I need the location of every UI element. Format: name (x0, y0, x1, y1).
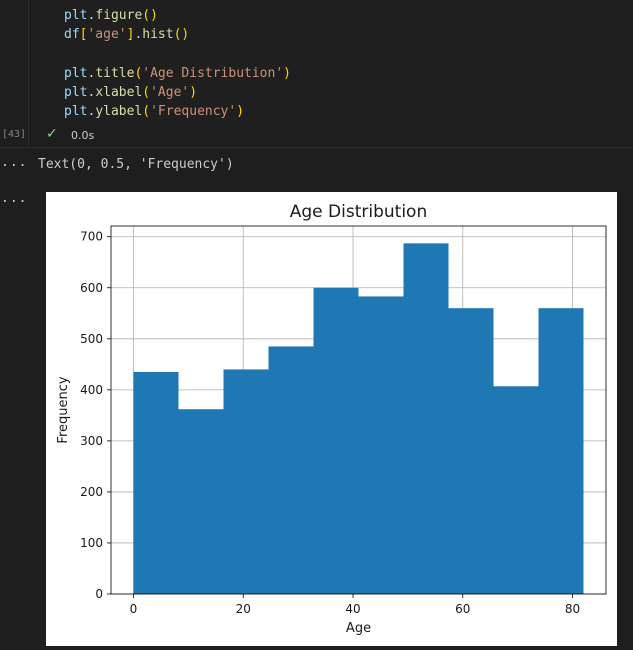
histogram-bar (313, 287, 359, 594)
code-token: ) (189, 85, 198, 100)
cell-gutter (28, 0, 29, 147)
code-token: () (173, 27, 190, 42)
plot-output: 0 20 40 60 80 0 100 200 300 400 500 600 700 Age Dist… (46, 192, 617, 646)
y-tick-label: 300 (80, 434, 103, 448)
y-tick-label: 400 (80, 383, 103, 397)
y-axis-label: Frequency (56, 376, 71, 443)
y-tick-label: 500 (80, 332, 103, 346)
code-token: 'age' (87, 27, 127, 42)
histogram-bar (133, 371, 179, 594)
code-token: () (142, 8, 158, 23)
histogram-bar (268, 346, 314, 594)
code-token: . (134, 27, 143, 42)
execution-time: 0.0s (71, 129, 95, 142)
code-token: . (87, 104, 96, 119)
code-token: plt (64, 8, 88, 23)
histogram-bar (493, 386, 539, 594)
code-cell[interactable]: plt.figure() df['age'].hist() plt.title('A… (0, 0, 633, 147)
code-token: . (87, 8, 96, 23)
code-line[interactable]: df['age'].hist() (64, 25, 189, 44)
code-token: 'Frequency' (150, 104, 237, 119)
execution-count: [43] (2, 129, 27, 140)
histogram-bar (538, 308, 584, 594)
code-line[interactable]: plt.figure() (64, 6, 158, 25)
x-tick-label: 0 (130, 602, 138, 616)
code-token: hist (142, 27, 174, 42)
code-token: ylabel (95, 104, 143, 119)
histogram-bar (448, 308, 494, 594)
code-token: [ (79, 27, 88, 42)
histogram-bar (178, 409, 224, 594)
code-line[interactable]: plt.title('Age Distribution') (64, 64, 291, 83)
output-collapse-dots-icon[interactable]: ... (1, 155, 28, 170)
chart-title: Age Distribution (290, 202, 427, 222)
code-token: plt (64, 66, 88, 81)
y-tick-label: 700 (80, 230, 103, 244)
code-token: ) (283, 66, 291, 81)
code-token: ( (142, 104, 151, 119)
histogram-bar (403, 243, 449, 594)
y-tick-label: 200 (80, 485, 103, 499)
x-tick-label: 60 (455, 602, 470, 616)
x-tick-label: 80 (565, 602, 580, 616)
y-tick-label: 600 (80, 281, 103, 295)
code-line[interactable]: plt.xlabel('Age') (64, 83, 197, 102)
text-output: Text(0, 0.5, 'Frequency') (38, 157, 234, 172)
code-token: ] (126, 27, 135, 42)
code-token: df (64, 27, 80, 42)
code-token: figure (95, 8, 143, 23)
code-token: ) (236, 104, 245, 119)
code-token: plt (64, 104, 88, 119)
histogram-bar (223, 369, 269, 594)
code-token: plt (64, 85, 88, 100)
y-tick-label: 0 (95, 587, 103, 601)
code-token: ( (134, 66, 143, 81)
cell-divider (0, 147, 633, 148)
code-token: ( (142, 85, 151, 100)
x-tick-label: 20 (236, 602, 251, 616)
code-token: . (87, 66, 96, 81)
axes-frame (110, 225, 607, 595)
code-line[interactable]: plt.ylabel('Frequency') (64, 102, 244, 121)
check-icon: ✓ (46, 126, 58, 142)
y-tick-label: 100 (80, 536, 103, 550)
code-token: 'Age Distribution' (142, 66, 284, 81)
code-token: title (95, 66, 135, 81)
histogram-bar (358, 296, 404, 594)
code-token: . (87, 85, 96, 100)
code-token: 'Age' (150, 85, 190, 100)
code-editor[interactable] (34, 0, 633, 125)
histogram-chart: 0 20 40 60 80 0 100 200 300 400 500 600 700 Age Dist… (56, 202, 607, 636)
plot-output-dots-icon[interactable]: ... (1, 191, 28, 206)
x-tick-label: 40 (345, 602, 360, 616)
code-token: xlabel (95, 85, 143, 100)
x-axis-label: Age (346, 621, 371, 636)
